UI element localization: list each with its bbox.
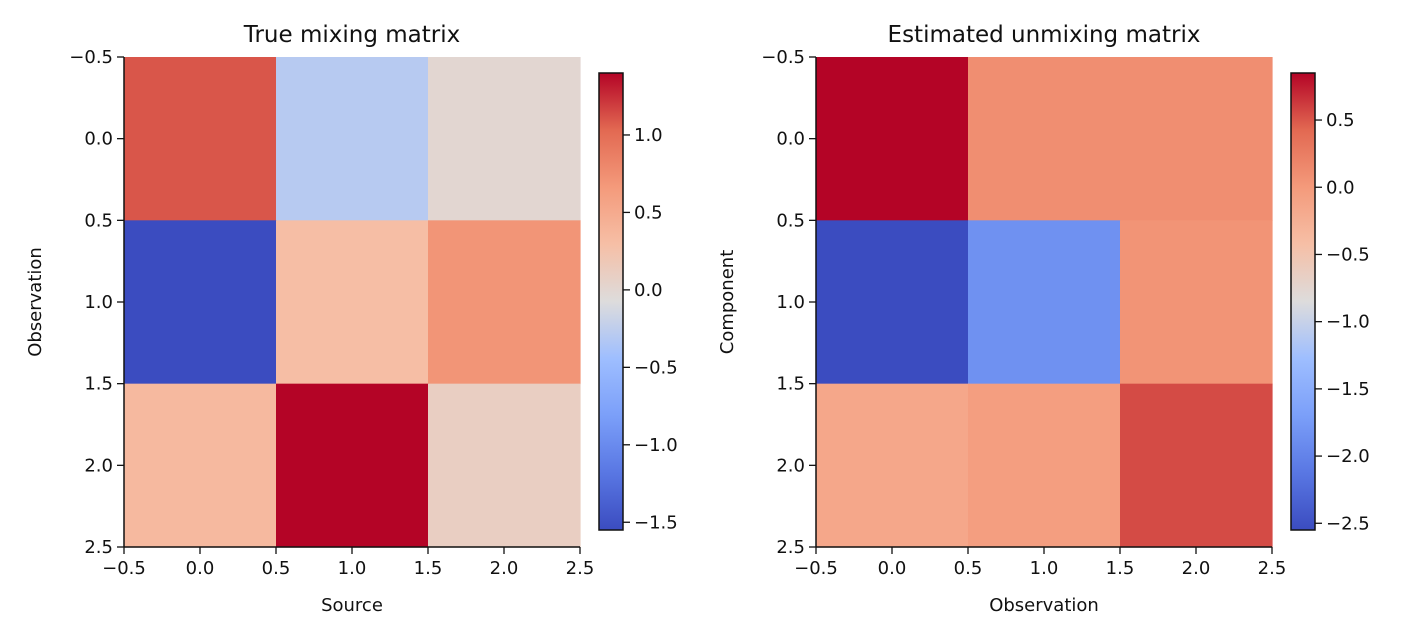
y-tick-label: 0.5 xyxy=(84,210,113,231)
heatmap-cell-r1-c1 xyxy=(276,220,429,385)
colorbar-tick-label: 1.0 xyxy=(634,125,663,146)
heatmap-cell-r1-c2 xyxy=(428,220,581,385)
y-axis-ticks: −0.5 0.0 0.5 1.0 1.5 2.0 2.5 xyxy=(761,47,816,558)
heatmap-cells xyxy=(816,57,1273,548)
y-tick-label: 0.0 xyxy=(84,129,113,150)
heatmap-cell-r2-c2 xyxy=(1120,383,1273,548)
chart-title: Estimated unmixing matrix xyxy=(888,22,1201,48)
heatmap-panel-true-mixing: True mixing matrix −0.5 0.0 0.5 1.0 1.5 2.0 2.… xyxy=(25,22,678,616)
heatmap-cell-r2-c1 xyxy=(276,383,429,548)
x-axis-label: Source xyxy=(321,595,383,616)
colorbar-tick-label: 0.0 xyxy=(634,280,663,301)
y-tick-label: 0.5 xyxy=(776,210,805,231)
heatmap-cells xyxy=(124,57,581,548)
chart-title: True mixing matrix xyxy=(243,22,460,48)
colorbar-gradient xyxy=(598,72,624,531)
colorbar-tick-label: −0.5 xyxy=(1326,244,1370,265)
colorbar-tick-label: 0.0 xyxy=(1326,177,1355,198)
x-tick-label: −0.5 xyxy=(794,558,838,579)
x-tick-label: 1.5 xyxy=(1106,558,1135,579)
colorbar-tick-label: 0.5 xyxy=(634,202,663,223)
x-tick-label: 0.0 xyxy=(186,558,215,579)
y-tick-label: 2.0 xyxy=(776,455,805,476)
x-tick-label: 0.5 xyxy=(262,558,291,579)
y-tick-label: −0.5 xyxy=(69,47,113,68)
y-tick-label: 1.0 xyxy=(84,292,113,313)
colorbar-tick-label: −2.0 xyxy=(1326,446,1370,467)
colorbar-tick-label: −2.5 xyxy=(1326,513,1370,534)
heatmap-cell-r0-c2 xyxy=(1120,57,1273,221)
x-tick-label: 1.5 xyxy=(414,558,443,579)
colorbar-tick-label: 0.5 xyxy=(1326,110,1355,131)
colorbar-ticks: −2.5 −2.0 −1.5 −1.0 −0.5 0.0 0.5 xyxy=(1315,110,1370,534)
colorbar-tick-label: −1.0 xyxy=(634,435,678,456)
colorbar: −2.5 −2.0 −1.5 −1.0 −0.5 0.0 0.5 xyxy=(1290,72,1370,534)
heatmap-cell-r1-c0 xyxy=(124,220,277,385)
heatmap-cell-r2-c0 xyxy=(124,383,277,548)
heatmap-cell-r2-c2 xyxy=(428,383,581,548)
colorbar-tick-label: −1.5 xyxy=(1326,379,1370,400)
x-tick-label: 2.0 xyxy=(490,558,519,579)
x-tick-label: 0.5 xyxy=(954,558,983,579)
y-axis-ticks: −0.5 0.0 0.5 1.0 1.5 2.0 2.5 xyxy=(69,47,124,558)
heatmap-cell-r1-c0 xyxy=(816,220,969,385)
x-tick-label: 2.5 xyxy=(566,558,595,579)
y-tick-label: −0.5 xyxy=(761,47,805,68)
y-tick-label: 0.0 xyxy=(776,129,805,150)
y-tick-label: 1.5 xyxy=(776,374,805,395)
colorbar-ticks: −1.5 −1.0 −0.5 0.0 0.5 1.0 xyxy=(623,125,678,533)
y-tick-label: 2.5 xyxy=(776,537,805,558)
heatmap-cell-r0-c0 xyxy=(816,57,969,221)
heatmap-cell-r1-c2 xyxy=(1120,220,1273,385)
heatmap-cell-r0-c0 xyxy=(124,57,277,221)
heatmap-cell-r0-c1 xyxy=(968,57,1121,221)
heatmap-cell-r2-c0 xyxy=(816,383,969,548)
x-tick-label: 2.5 xyxy=(1258,558,1287,579)
colorbar-tick-label: −1.5 xyxy=(634,512,678,533)
heatmap-cell-r0-c2 xyxy=(428,57,581,221)
y-tick-label: 1.5 xyxy=(84,374,113,395)
x-tick-label: 2.0 xyxy=(1182,558,1211,579)
colorbar-gradient xyxy=(1290,72,1316,531)
y-tick-label: 2.0 xyxy=(84,455,113,476)
colorbar-tick-label: −1.0 xyxy=(1326,312,1370,333)
x-tick-label: 0.0 xyxy=(878,558,907,579)
heatmap-cell-r1-c1 xyxy=(968,220,1121,385)
y-tick-label: 1.0 xyxy=(776,292,805,313)
y-axis-label: Observation xyxy=(25,247,46,357)
x-axis-ticks: −0.5 0.0 0.5 1.0 1.5 2.0 2.5 xyxy=(794,547,1286,579)
heatmap-panel-estimated-unmixing: Estimated unmixing matrix −0.5 0.0 0.5 1.0 1… xyxy=(717,22,1370,616)
x-tick-label: −0.5 xyxy=(102,558,146,579)
x-axis-ticks: −0.5 0.0 0.5 1.0 1.5 2.0 2.5 xyxy=(102,547,594,579)
x-tick-label: 1.0 xyxy=(1030,558,1059,579)
heatmap-cell-r2-c1 xyxy=(968,383,1121,548)
heatmap-cell-r0-c1 xyxy=(276,57,429,221)
x-axis-label: Observation xyxy=(989,595,1099,616)
colorbar-tick-label: −0.5 xyxy=(634,357,678,378)
colorbar: −1.5 −1.0 −0.5 0.0 0.5 1.0 xyxy=(598,72,678,533)
y-tick-label: 2.5 xyxy=(84,537,113,558)
y-axis-label: Component xyxy=(717,250,738,355)
x-tick-label: 1.0 xyxy=(338,558,367,579)
